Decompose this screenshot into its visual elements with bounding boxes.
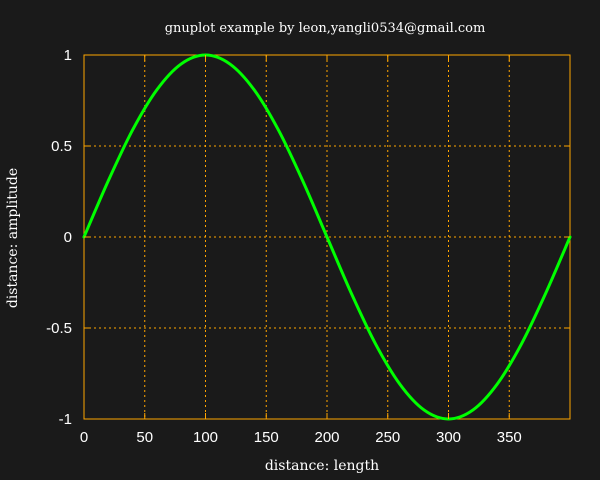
x-tick-label: 150 bbox=[254, 429, 279, 446]
chart-title: gnuplot example by leon,yangli0534@gmail… bbox=[165, 21, 486, 36]
x-tick-label: 50 bbox=[136, 429, 153, 446]
x-tick-label: 200 bbox=[314, 429, 339, 446]
y-tick-label: 0.5 bbox=[51, 138, 72, 155]
y-tick-label: 1 bbox=[64, 47, 72, 64]
y-tick-label: -1 bbox=[59, 411, 72, 428]
series-line bbox=[82, 53, 572, 421]
y-tick-label: -0.5 bbox=[46, 320, 72, 337]
y-axis-ticks: 1 0.5 0 -0.5 -1 bbox=[46, 47, 570, 428]
x-axis-ticks: 0 50 100 150 200 250 300 350 bbox=[80, 55, 522, 446]
y-axis-label: distance: amplitude bbox=[5, 168, 21, 308]
x-tick-label: 250 bbox=[375, 429, 400, 446]
x-tick-label: 0 bbox=[80, 429, 88, 446]
x-tick-label: 100 bbox=[193, 429, 218, 446]
x-tick-label: 300 bbox=[436, 429, 461, 446]
grid-lines bbox=[84, 55, 570, 419]
series-layer bbox=[82, 53, 572, 421]
x-tick-label: 350 bbox=[497, 429, 522, 446]
y-tick-label: 0 bbox=[64, 229, 72, 246]
x-axis-label: distance: length bbox=[265, 458, 379, 474]
